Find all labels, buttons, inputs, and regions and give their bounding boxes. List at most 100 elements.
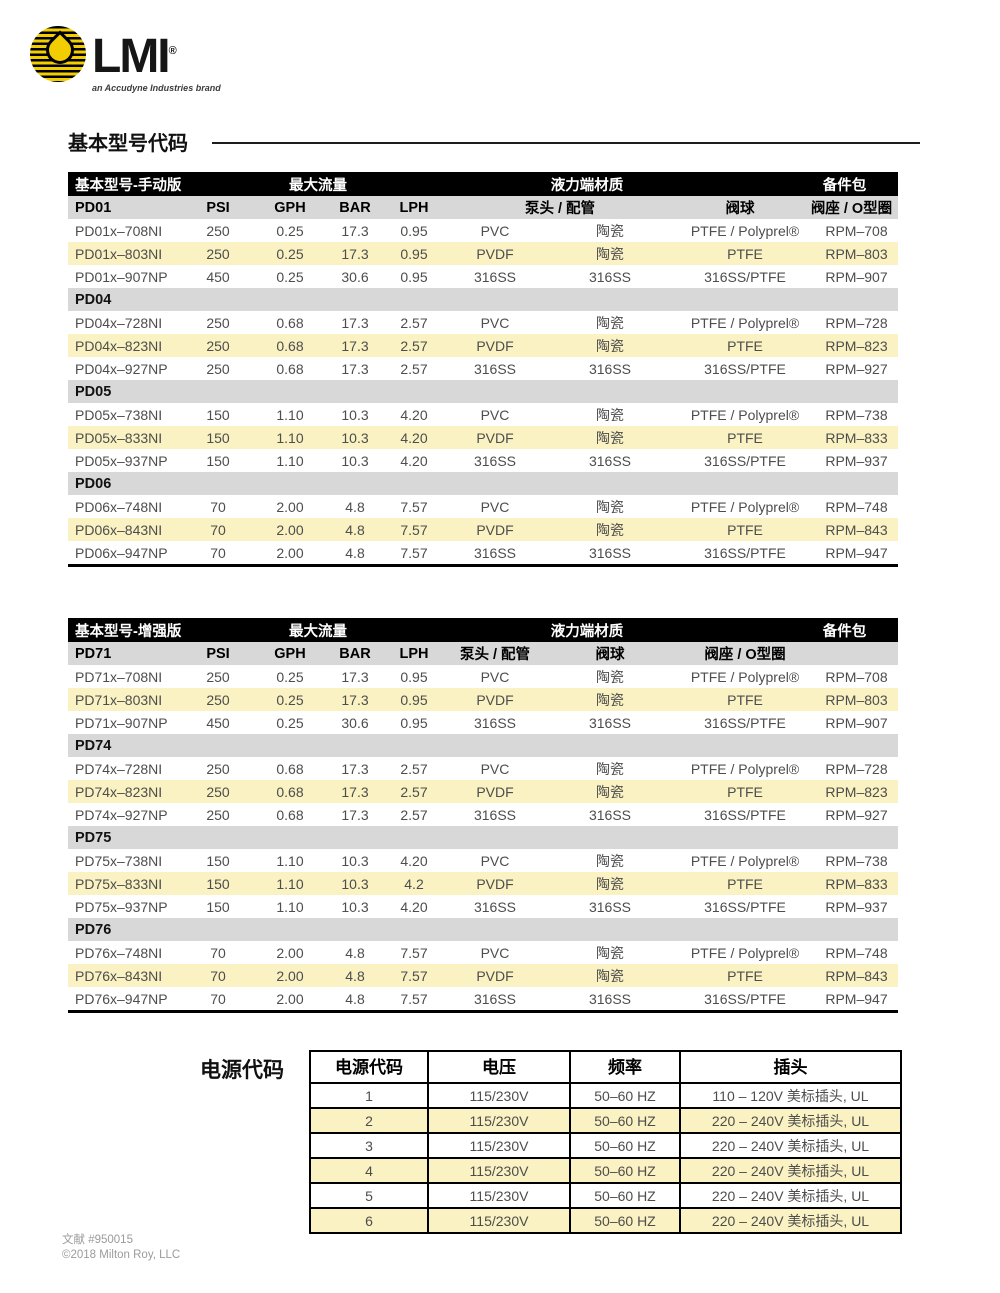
table-cell: 陶瓷 <box>596 944 624 961</box>
table-cell: 70 <box>210 967 226 984</box>
table-cell: PVDF <box>476 245 514 262</box>
table-cell: PVDF <box>476 875 514 892</box>
logo-text-block: LMI® an Accudyne Industries brand <box>92 26 221 94</box>
table-cell: PTFE / Polyprel® <box>690 668 800 685</box>
power-table-row: 2 115/230V 50–60 HZ 220 – 240V 美标插头, UL <box>311 1107 900 1132</box>
table-cell: 250 <box>206 668 230 685</box>
table-cell: 陶瓷 <box>596 498 624 515</box>
table-body: PD01 PSI GPH BAR LPH 泵头 / 配管 阀球 阀座 / O型圈 PD01x–7… <box>68 196 898 564</box>
table-cell: 4.8 <box>345 521 365 538</box>
table-cell: 2.57 <box>400 337 428 354</box>
logo-brand-label: LMI <box>92 30 171 83</box>
table-cell: PTFE <box>727 967 763 984</box>
table-cell: 陶瓷 <box>596 760 624 777</box>
table-cell: 316SS/PTFE <box>704 806 786 823</box>
series-name: PD06 <box>75 475 112 492</box>
table-row: PD71x–708NI 250 0.25 17.3 0.95 PVC 陶瓷 PTFE / Po… <box>68 665 898 688</box>
table-cell: 450 <box>206 714 230 731</box>
power-table-cell: 115/230V <box>427 1182 569 1207</box>
table-cell: PD76x–748NI <box>75 944 163 961</box>
table-row: PD04x–823NI 250 0.68 17.3 2.57 PVDF 陶瓷 PTFE RPM–… <box>68 334 898 357</box>
table-cell: PD06x–843NI <box>75 521 163 538</box>
column-header: GPH <box>274 199 306 216</box>
table-cell: 0.95 <box>400 222 428 239</box>
page-footer: 文献 #950015 ©2018 Milton Roy, LLC <box>62 1233 180 1263</box>
group-header-spare-parts: 备件包 <box>822 623 867 640</box>
table-cell: 316SS <box>588 360 632 377</box>
table-cell: RPM–907 <box>825 268 888 285</box>
table-cell: RPM–927 <box>825 360 888 377</box>
series-name: PD04 <box>75 291 112 308</box>
table-row: PD04x–728NI 250 0.68 17.3 2.57 PVC 陶瓷 PTFE / Po… <box>68 311 898 334</box>
power-col-voltage: 电压 <box>427 1052 569 1082</box>
table-cell: 2.57 <box>400 783 428 800</box>
power-code-section: 电源代码 电源代码 电压 频率 插头 1 115/230V 50–60 HZ 110 … <box>200 1050 902 1234</box>
table-cell: 316SS <box>473 452 517 469</box>
table-row: PD76x–947NP 70 2.00 4.8 7.57 316SS 316SS 316SS/… <box>68 987 898 1010</box>
table-cell: PD01x–708NI <box>75 222 163 239</box>
table-cell: 250 <box>206 245 230 262</box>
table-cell: 0.25 <box>276 668 304 685</box>
table-cell: RPM–728 <box>825 760 888 777</box>
group-header-liquid-end-material: 液力端材质 <box>550 623 624 640</box>
table-cell: RPM–843 <box>825 521 888 538</box>
table-cell: 0.68 <box>276 806 304 823</box>
table-cell: PVC <box>480 760 510 777</box>
power-table-cell: 50–60 HZ <box>569 1182 679 1207</box>
table-cell: 10.3 <box>341 852 369 869</box>
table-cell: 70 <box>210 544 226 561</box>
page-title: 基本型号代码 <box>68 133 188 155</box>
table-cell: PD05x–833NI <box>75 429 163 446</box>
table-cell: 陶瓷 <box>596 245 624 262</box>
table-cell: RPM–748 <box>825 944 888 961</box>
table-cell: 0.25 <box>276 268 304 285</box>
document-number: 文献 #950015 <box>62 1234 133 1246</box>
table-cell: 17.3 <box>341 783 369 800</box>
column-header: 阀座 / O型圈 <box>810 201 893 217</box>
table-cell: 316SS <box>588 898 632 915</box>
series-name: PD74 <box>75 737 112 754</box>
table-cell: 2.57 <box>400 360 428 377</box>
table-cell: PTFE / Polyprel® <box>690 222 800 239</box>
table-cell: 10.3 <box>341 898 369 915</box>
table-cell: 316SS/PTFE <box>704 452 786 469</box>
power-table-cell: 220 – 240V 美标插头, UL <box>679 1132 900 1157</box>
table-cell: PD71x–803NI <box>75 691 163 708</box>
series-section-row: PD06 <box>68 472 898 495</box>
table-cell: RPM–708 <box>825 668 888 685</box>
table-cell: 70 <box>210 944 226 961</box>
table-cell: PD76x–843NI <box>75 967 163 984</box>
table-cell: PTFE <box>727 245 763 262</box>
series-section-row: PD74 <box>68 734 898 757</box>
column-header: LPH <box>399 645 429 662</box>
group-header-spare-parts: 备件包 <box>822 177 867 194</box>
table-cell: 2.00 <box>276 990 304 1007</box>
power-table-cell: 5 <box>311 1182 427 1207</box>
table-cell: 陶瓷 <box>596 875 624 892</box>
table-cell: 7.57 <box>400 944 428 961</box>
table-cell: 316SS <box>473 898 517 915</box>
table-cell: 陶瓷 <box>596 337 624 354</box>
table-cell: 450 <box>206 268 230 285</box>
table-cell: 150 <box>206 898 230 915</box>
table-cell: RPM–708 <box>825 222 888 239</box>
table-cell: 0.95 <box>400 245 428 262</box>
table-row: PD05x–833NI 150 1.10 10.3 4.20 PVDF 陶瓷 PTFE RPM–… <box>68 426 898 449</box>
table-cell: 7.57 <box>400 544 428 561</box>
power-table-cell: 1 <box>311 1082 427 1107</box>
table-cell: 150 <box>206 875 230 892</box>
column-header: 泵头 / 配管 <box>524 201 596 217</box>
column-header: BAR <box>339 645 371 662</box>
table-cell: 316SS <box>473 714 517 731</box>
model-table-manual: 基本型号-手动版 最大流量 液力端材质 备件包 PD01 PSI GPH BAR LPH… <box>68 172 898 567</box>
table-cell: PTFE / Polyprel® <box>690 406 800 423</box>
table-row: PD76x–843NI 70 2.00 4.8 7.57 PVDF 陶瓷 PTFE RPM–84… <box>68 964 898 987</box>
power-table-cell: 115/230V <box>427 1157 569 1182</box>
table-cell: 0.68 <box>276 314 304 331</box>
table-cell: 2.00 <box>276 967 304 984</box>
table-subheader-row: PD71 PSI GPH BAR LPH 泵头 / 配管 阀球 阀座 / O型圈 <box>68 642 898 665</box>
table-cell: 4.20 <box>400 898 428 915</box>
table-cell: 316SS <box>473 990 517 1007</box>
power-table-cell: 220 – 240V 美标插头, UL <box>679 1157 900 1182</box>
